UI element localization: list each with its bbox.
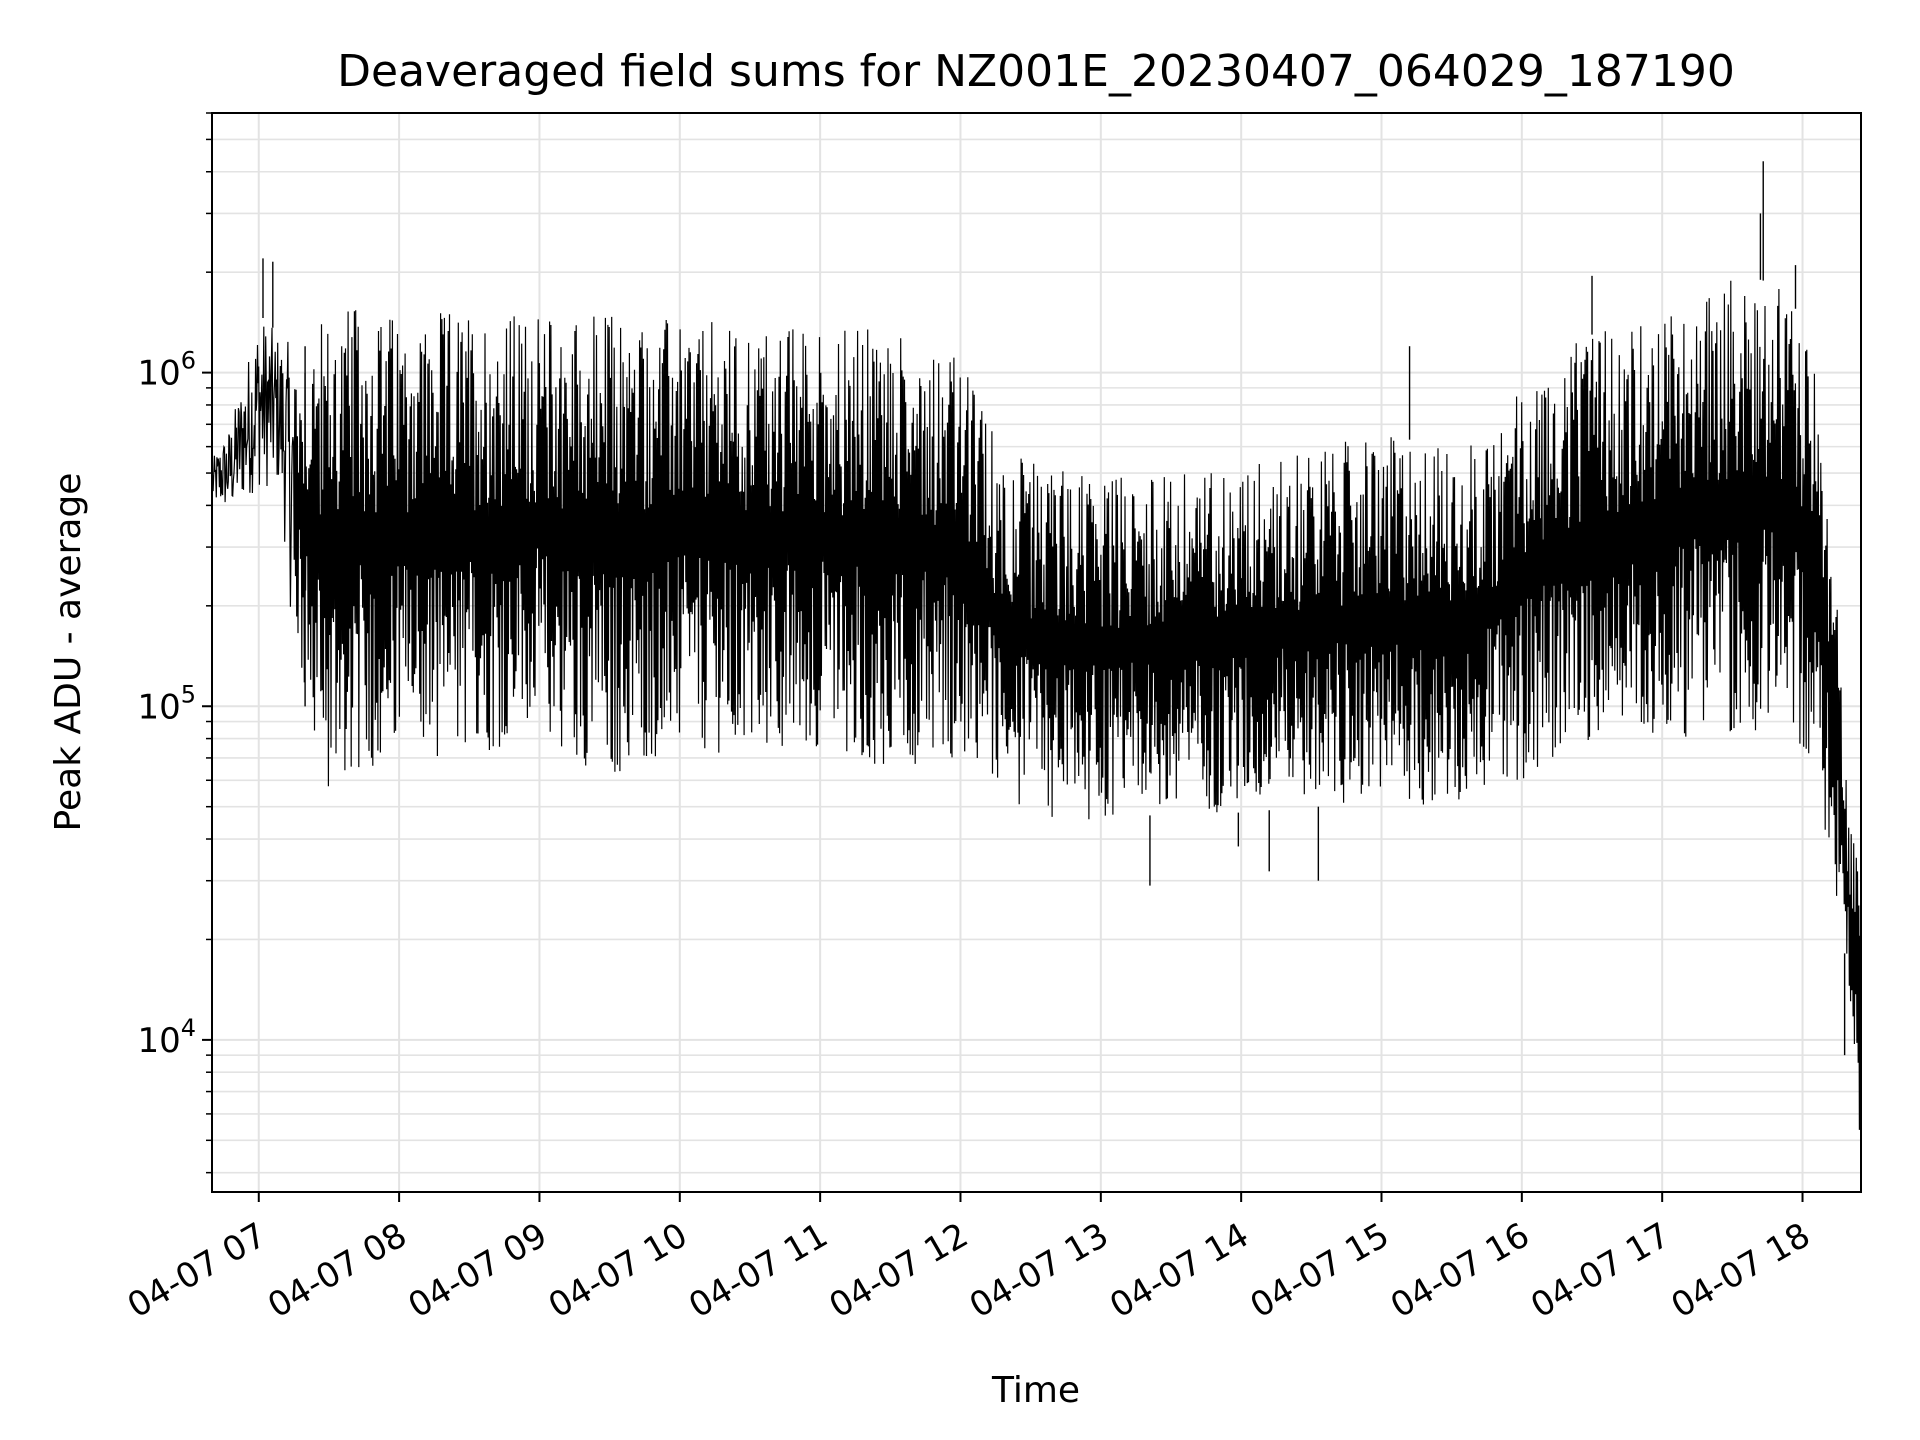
plot-frame — [211, 112, 1862, 1193]
chart-title: Deaveraged field sums for NZ001E_2023040… — [337, 46, 1735, 97]
x-axis-label: Time — [991, 1370, 1080, 1411]
y-tick-label: 104 — [137, 1014, 196, 1061]
y-tick-label: 105 — [137, 680, 196, 727]
plot-data — [211, 161, 1861, 1130]
y-axis-ticks: 104 105 106 — [137, 112, 212, 1174]
y-axis-label: Peak ADU - average — [48, 473, 89, 832]
y-tick-label: 106 — [137, 347, 196, 394]
series-line — [211, 280, 1861, 1130]
